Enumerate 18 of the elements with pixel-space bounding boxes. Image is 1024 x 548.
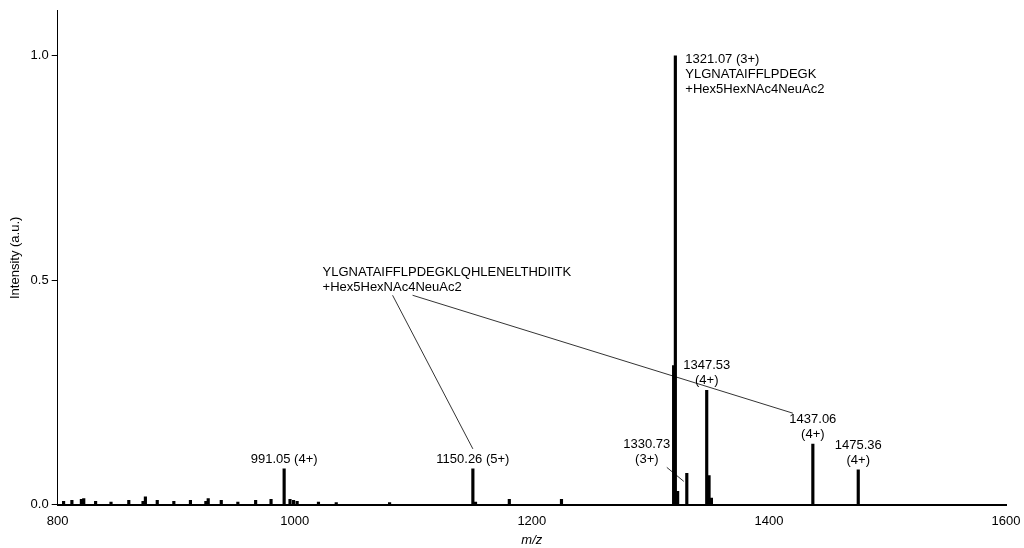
- x-tick-label: 1400: [754, 513, 784, 529]
- x-tick-label: 1200: [517, 513, 547, 529]
- x-tick-label: 800: [46, 513, 69, 529]
- annotation: 1321.07 (3+) YLGNATAIFFLPDEGK +Hex5HexNAc4NeuAc2: [685, 51, 825, 97]
- annotation: 1330.73 (3+): [623, 436, 671, 467]
- annotation: YLGNATAIFFLPDEGKLQHLENELTHDIITK +Hex5HexNAc4NeuAc2: [322, 264, 572, 295]
- y-tick-label: 0.5: [30, 271, 49, 287]
- x-axis-title: m/z: [521, 531, 543, 547]
- annotation: 991.05 (4+): [250, 450, 318, 466]
- y-tick-label: 1.0: [30, 47, 49, 63]
- y-tick-label: 0.0: [30, 496, 49, 512]
- annotation: 1150.26 (5+): [436, 450, 510, 466]
- x-tick-label: 1000: [280, 513, 310, 529]
- annotation: 1475.36 (4+): [834, 436, 882, 467]
- annotation: 1347.53 (4+): [683, 357, 731, 388]
- x-tick-label: 1600: [991, 513, 1021, 529]
- y-axis-title: Intensity (a.u.): [7, 216, 23, 299]
- annotation: 1437.06 (4+): [789, 411, 837, 442]
